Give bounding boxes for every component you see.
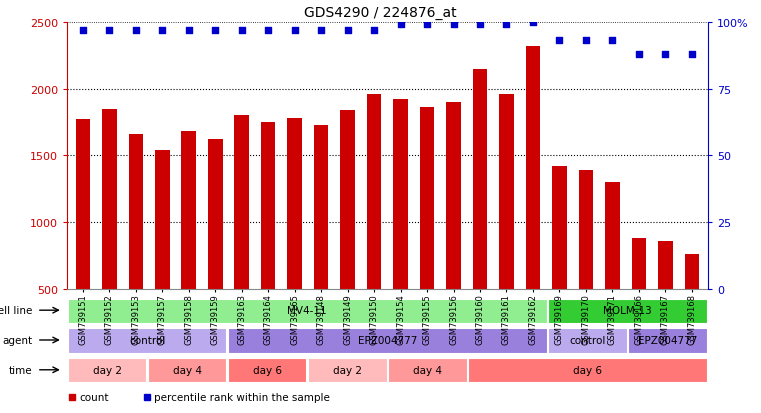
Point xyxy=(368,27,380,34)
Text: agent: agent xyxy=(2,335,32,345)
Point xyxy=(659,52,671,58)
Text: EPZ004777: EPZ004777 xyxy=(638,335,697,345)
Point xyxy=(447,22,460,28)
Bar xyxy=(288,119,302,356)
Bar xyxy=(340,111,355,356)
Point xyxy=(209,27,221,34)
Bar xyxy=(68,358,146,382)
Bar xyxy=(629,329,707,353)
Bar xyxy=(420,108,435,356)
Text: day 6: day 6 xyxy=(253,365,282,375)
Bar xyxy=(208,140,222,356)
Bar xyxy=(446,103,461,356)
Point xyxy=(288,27,301,34)
Bar xyxy=(314,126,329,356)
Bar xyxy=(234,116,249,356)
Bar xyxy=(549,329,627,353)
Point xyxy=(580,38,592,45)
Bar xyxy=(155,151,170,356)
Bar xyxy=(181,132,196,356)
Point xyxy=(501,22,513,28)
Text: time: time xyxy=(8,365,32,375)
Bar xyxy=(261,123,275,356)
Bar xyxy=(526,47,540,356)
Point xyxy=(633,52,645,58)
Bar xyxy=(102,109,116,356)
Bar xyxy=(308,358,387,382)
Bar xyxy=(549,299,707,323)
Bar xyxy=(632,239,646,356)
Text: EPZ004777: EPZ004777 xyxy=(358,335,417,345)
Bar xyxy=(68,299,546,323)
Bar xyxy=(367,95,381,356)
Bar xyxy=(468,358,707,382)
Point xyxy=(262,27,274,34)
Bar xyxy=(473,69,487,356)
Point xyxy=(77,27,89,34)
Text: day 2: day 2 xyxy=(333,365,361,375)
Text: MOLM-13: MOLM-13 xyxy=(603,306,652,316)
Bar xyxy=(68,329,226,353)
Bar xyxy=(228,358,307,382)
Bar xyxy=(578,171,594,356)
Text: percentile rank within the sample: percentile rank within the sample xyxy=(154,392,330,402)
Bar xyxy=(393,100,408,356)
Point xyxy=(183,27,195,34)
Bar xyxy=(552,167,567,356)
Text: control: control xyxy=(569,335,606,345)
Text: day 4: day 4 xyxy=(413,365,442,375)
Bar xyxy=(499,95,514,356)
Bar xyxy=(388,358,466,382)
Text: day 2: day 2 xyxy=(93,365,122,375)
Bar xyxy=(685,255,699,356)
Point xyxy=(553,38,565,45)
Bar xyxy=(228,329,546,353)
Point xyxy=(394,22,406,28)
Point xyxy=(103,27,116,34)
Point xyxy=(315,27,327,34)
Bar xyxy=(148,358,226,382)
Point xyxy=(607,38,619,45)
Point xyxy=(421,22,433,28)
Text: day 6: day 6 xyxy=(573,365,602,375)
Text: control: control xyxy=(129,335,165,345)
Text: GDS4290 / 224876_at: GDS4290 / 224876_at xyxy=(304,6,457,20)
Point xyxy=(236,27,248,34)
Point xyxy=(527,19,539,26)
Point xyxy=(474,22,486,28)
Text: count: count xyxy=(79,392,109,402)
Text: day 4: day 4 xyxy=(173,365,202,375)
Bar xyxy=(605,183,619,356)
Text: cell line: cell line xyxy=(0,306,32,316)
Point xyxy=(686,52,698,58)
Text: MV4-11: MV4-11 xyxy=(288,306,327,316)
Point xyxy=(342,27,354,34)
Bar xyxy=(658,242,673,356)
Bar xyxy=(129,135,143,356)
Point xyxy=(129,27,142,34)
Point xyxy=(156,27,168,34)
Bar xyxy=(75,120,90,356)
